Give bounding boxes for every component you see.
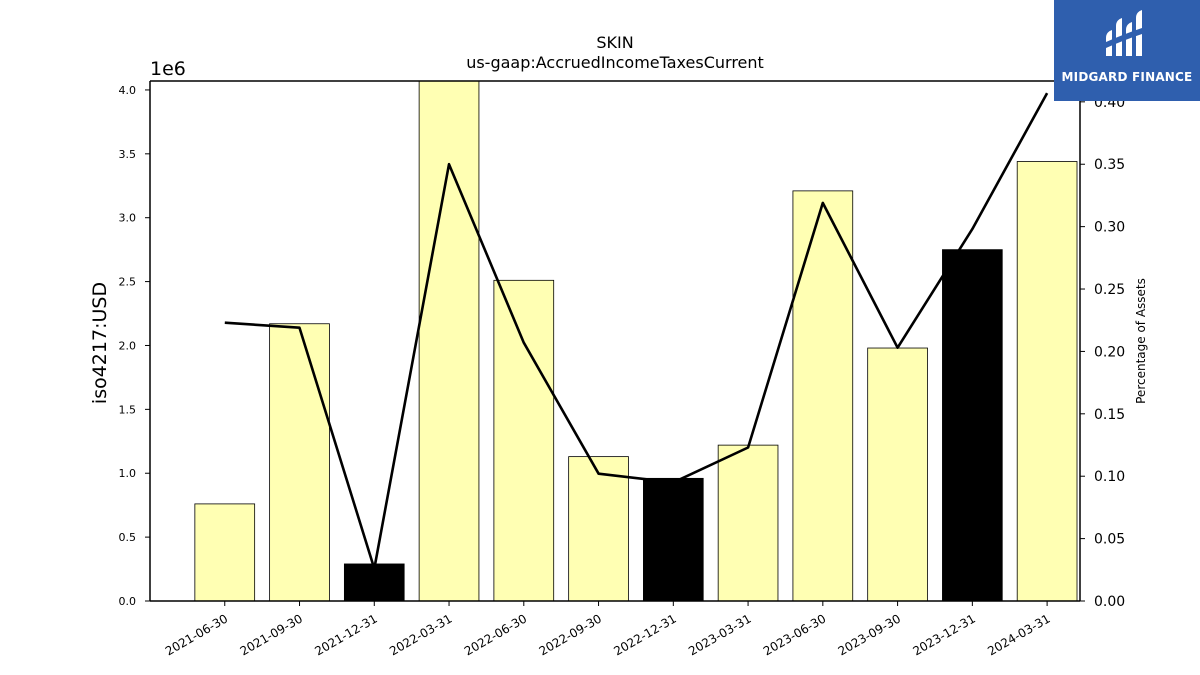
line-layer xyxy=(224,92,1049,570)
x-tick-label: 2022-12-31 xyxy=(611,611,678,658)
bar xyxy=(792,190,854,602)
y-tick-label: 3.5 xyxy=(119,148,137,161)
y-tick-label: 0.5 xyxy=(119,531,137,544)
bar xyxy=(493,279,555,602)
x-tick-label: 2024-03-31 xyxy=(985,611,1052,658)
y-tick-label: 3.0 xyxy=(119,212,137,225)
y-tick-label: 0.0 xyxy=(119,595,137,608)
y2-tick-label: 0.35 xyxy=(1094,157,1125,173)
x-tick-label: 2023-12-31 xyxy=(910,611,977,658)
y-tick-label: 1.5 xyxy=(119,403,137,416)
y2-tick-label: 0.00 xyxy=(1094,594,1125,610)
brand-logo: MIDGARD FINANCE xyxy=(1054,0,1200,101)
x-tick-label: 2023-03-31 xyxy=(686,611,753,658)
bar xyxy=(1016,161,1078,602)
chart-title: SKIN xyxy=(596,33,633,52)
logo-mark-icon xyxy=(1106,10,1142,56)
series-line xyxy=(224,92,1049,570)
bar xyxy=(343,563,405,602)
x-tick-label: 2022-03-31 xyxy=(387,611,454,658)
bar xyxy=(942,249,1003,602)
y-tick-label: 2.5 xyxy=(119,276,137,289)
bar xyxy=(717,444,779,602)
x-tick-label: 2021-12-31 xyxy=(312,611,379,658)
x-tick-label: 2023-06-30 xyxy=(761,611,828,658)
x-tick-label: 2021-06-30 xyxy=(163,611,230,658)
x-tick-label: 2022-06-30 xyxy=(462,611,529,658)
bar xyxy=(867,347,928,602)
x-tick-label: 2022-09-30 xyxy=(537,611,604,658)
bars-layer xyxy=(194,80,1078,602)
bar xyxy=(269,323,330,602)
bar xyxy=(568,456,629,602)
x-tick-label: 2023-09-30 xyxy=(836,611,903,658)
y-tick-label: 2.0 xyxy=(119,339,137,352)
bar xyxy=(643,477,704,602)
y2-axis-label: Percentage of Assets xyxy=(1134,278,1148,404)
logo-text: MIDGARD FINANCE xyxy=(1061,70,1193,84)
chart-subtitle: us-gaap:AccruedIncomeTaxesCurrent xyxy=(466,53,764,72)
y-offset-text: 1e6 xyxy=(150,58,186,80)
y2-tick-label: 0.05 xyxy=(1094,532,1125,548)
bar xyxy=(194,503,256,602)
y-tick-label: 1.0 xyxy=(119,467,137,480)
bar xyxy=(418,80,480,602)
y2-tick-label: 0.10 xyxy=(1094,469,1125,485)
y2-tick-label: 0.20 xyxy=(1094,344,1125,360)
x-tick-label: 2021-09-30 xyxy=(238,611,305,658)
y2-tick-label: 0.25 xyxy=(1094,282,1125,298)
y2-tick-label: 0.15 xyxy=(1094,407,1125,423)
y-axis-label: iso4217:USD xyxy=(89,282,111,404)
y-tick-label: 4.0 xyxy=(119,84,137,97)
y2-tick-label: 0.30 xyxy=(1094,220,1125,236)
